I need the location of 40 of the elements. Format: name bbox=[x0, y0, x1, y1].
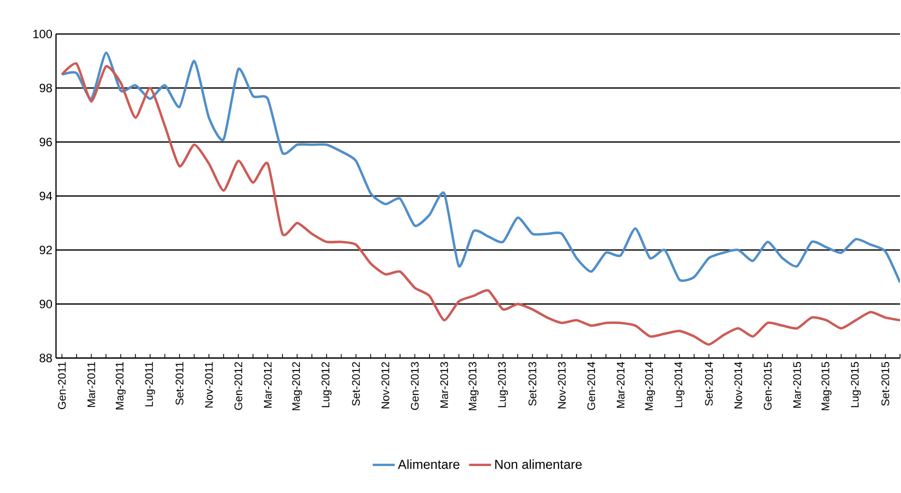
x-tick-label: Lug-2015 bbox=[850, 362, 861, 408]
x-tick-label: Lug-2011 bbox=[145, 362, 156, 406]
x-tick-label: Lug-2014 bbox=[674, 362, 684, 408]
x-tick-label: Gen-2014 bbox=[587, 362, 596, 410]
y-tick-label: 92 bbox=[40, 246, 52, 254]
x-tick-label: Set-2013 bbox=[528, 362, 536, 406]
x-tick-label: Lug-2012 bbox=[322, 362, 332, 408]
x-tick-label: Mar-2012 bbox=[264, 362, 272, 408]
y-tick-label: 96 bbox=[40, 138, 52, 146]
x-tick-label: Nov-2012 bbox=[381, 362, 390, 408]
y-tick-label: 98 bbox=[40, 84, 52, 92]
line-series bbox=[60, 62, 900, 346]
x-tick-label: Gen-2012 bbox=[234, 362, 242, 410]
x-tick-label: Set-2012 bbox=[352, 362, 360, 406]
y-tick-label: 94 bbox=[40, 192, 52, 200]
x-tick-label: Mag-2012 bbox=[292, 362, 302, 410]
x-tick-label: Set-2011 bbox=[176, 362, 184, 405]
x-tick-label: Mag-2011 bbox=[116, 362, 126, 410]
x-tick-label: Mar-2014 bbox=[616, 362, 625, 408]
x-tick-label: Mar-2015 bbox=[793, 362, 801, 408]
x-tick-label: Set-2014 bbox=[704, 362, 713, 406]
x-tick-label: Lug-2013 bbox=[498, 362, 508, 408]
x-tick-label: Nov-2011 bbox=[205, 362, 213, 408]
x-tick-label: Mag-2015 bbox=[822, 362, 832, 410]
x-tick-label: Nov-2013 bbox=[558, 362, 566, 408]
x-tick-label: Gen-2015 bbox=[764, 362, 772, 410]
x-tick-label: Mar-2011 bbox=[87, 362, 96, 407]
legend-label: Non alimentare bbox=[495, 459, 582, 469]
x-tick-label: Mag-2014 bbox=[645, 362, 656, 410]
y-tick-label: 100 bbox=[33, 30, 52, 38]
x-tick-label: Mar-2013 bbox=[440, 362, 448, 408]
x-tick-label: Set-2015 bbox=[881, 362, 890, 406]
line-series bbox=[60, 52, 900, 284]
legend-label: Alimentare bbox=[398, 459, 460, 469]
x-tick-label: Nov-2014 bbox=[734, 362, 742, 408]
x-tick-label: Gen-2011 bbox=[58, 362, 66, 410]
y-tick-label: 90 bbox=[40, 300, 52, 308]
x-tick-label: Mag-2013 bbox=[468, 362, 479, 410]
y-tick-label: 88 bbox=[40, 354, 52, 362]
x-tick-label: Gen-2013 bbox=[410, 362, 419, 410]
